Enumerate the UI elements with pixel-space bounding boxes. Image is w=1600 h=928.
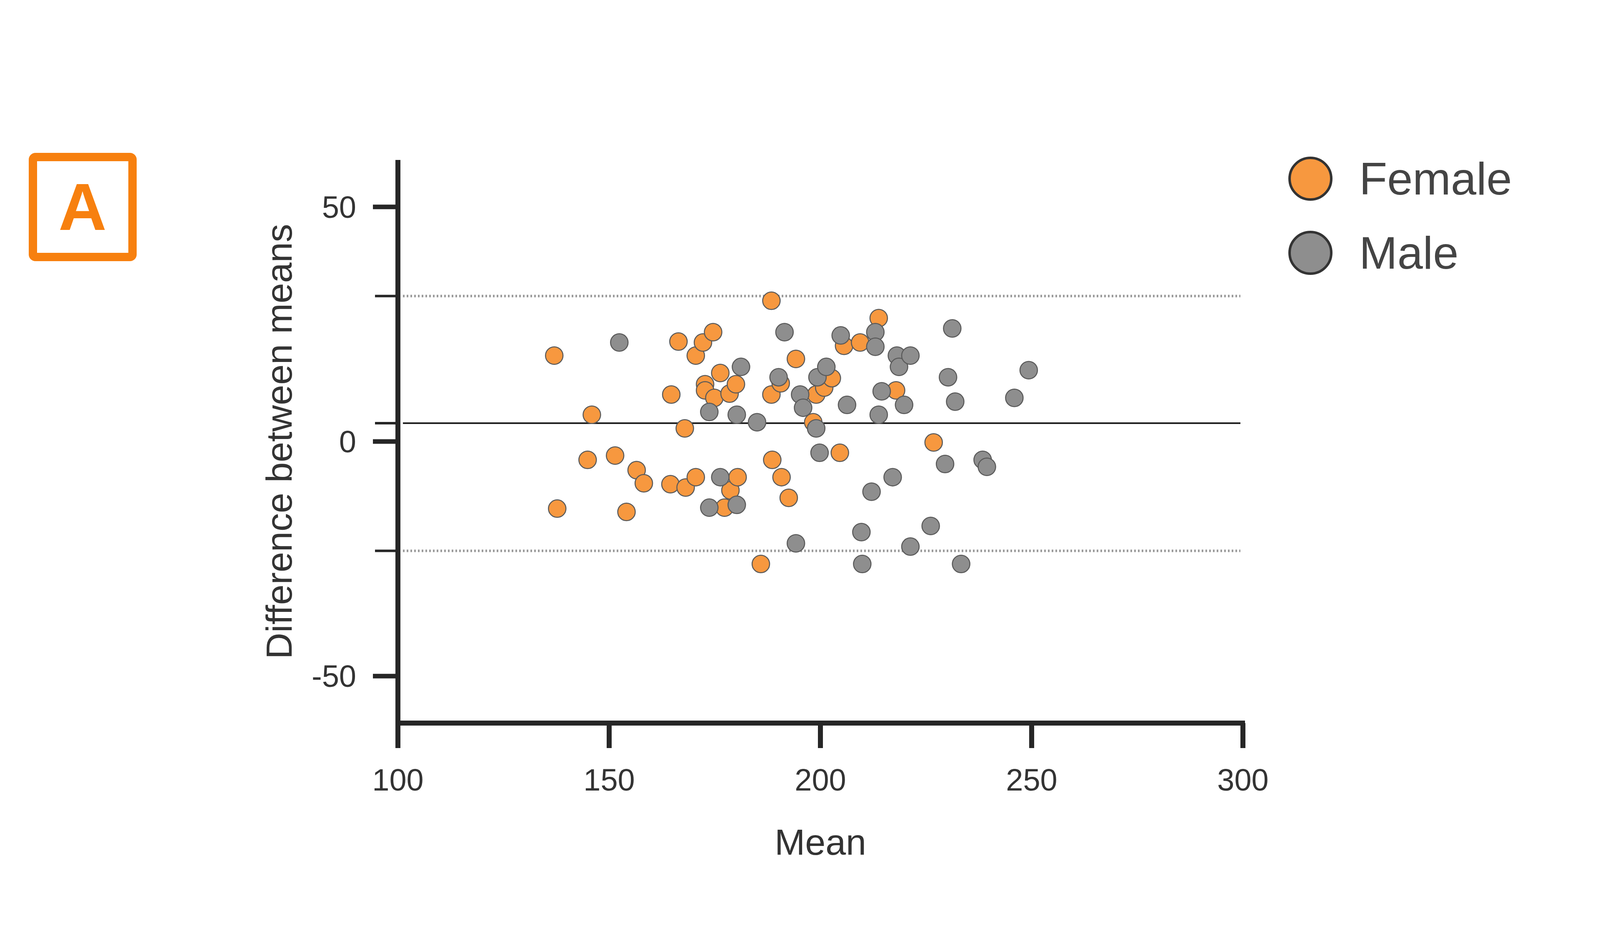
point [939, 368, 957, 387]
point [763, 451, 781, 469]
point [807, 419, 825, 438]
point [794, 399, 812, 417]
point [770, 368, 788, 387]
point [610, 333, 628, 352]
x-tick [1029, 723, 1035, 749]
point [851, 333, 869, 352]
point [870, 406, 888, 424]
legend: Female Male [1289, 152, 1513, 279]
point [780, 489, 798, 507]
point [853, 555, 871, 573]
x-tick [395, 723, 401, 749]
x-tick [606, 723, 612, 749]
reference-lines [402, 296, 1241, 552]
point [662, 385, 680, 404]
point [635, 474, 653, 493]
point [901, 347, 920, 365]
point [946, 392, 964, 411]
point [832, 326, 850, 345]
point [883, 468, 902, 487]
points [545, 292, 1038, 573]
panel-box [32, 157, 133, 258]
point [732, 358, 750, 376]
point [727, 406, 746, 424]
point [772, 468, 791, 487]
point [852, 523, 870, 541]
x-tick-label: 100 [372, 762, 424, 798]
y-tick [372, 674, 398, 679]
point [617, 503, 636, 521]
legend-label: Male [1359, 227, 1459, 279]
point [787, 534, 805, 553]
x-axis-label: Mean [774, 821, 867, 863]
x-tick-label: 250 [1005, 762, 1058, 798]
point [901, 537, 920, 556]
y-tick-label: -50 [311, 659, 357, 694]
point [978, 458, 996, 476]
legend-marker [1289, 232, 1332, 274]
loa-line [402, 550, 1241, 553]
point [1005, 389, 1023, 407]
point [676, 419, 694, 438]
panel-label: A [58, 169, 107, 245]
chart-container: A -50 0 50 100 150 200 250 300 Mean Difference bet… [0, 0, 1600, 928]
point [895, 396, 913, 414]
legend-marker [1289, 157, 1332, 200]
point [943, 319, 961, 338]
point [775, 323, 794, 341]
legend-label: Female [1359, 152, 1513, 205]
point [669, 332, 688, 351]
loa-tick [375, 295, 398, 298]
chart-svg: A -50 0 50 100 150 200 250 300 Mean Difference bet… [0, 0, 1600, 928]
point [862, 483, 881, 501]
point [727, 496, 746, 514]
x-tick [1240, 723, 1246, 749]
loa-line [402, 295, 1241, 298]
point [548, 500, 566, 518]
point [700, 499, 718, 517]
x-tick-label: 200 [794, 762, 846, 798]
point [787, 350, 805, 368]
point [817, 358, 835, 376]
point [925, 433, 943, 452]
point [831, 444, 849, 462]
point [872, 382, 891, 400]
point [762, 292, 780, 310]
loa-tick [375, 550, 398, 553]
point [727, 375, 745, 394]
point [606, 447, 624, 465]
y-tick-label: 0 [339, 424, 357, 460]
point [752, 555, 770, 573]
point [810, 444, 829, 462]
x-tick-label: 150 [583, 762, 635, 798]
point [711, 468, 730, 487]
point [922, 517, 940, 535]
point [936, 455, 954, 473]
point [687, 468, 705, 487]
point [838, 396, 856, 414]
point [748, 413, 766, 432]
point [952, 555, 970, 573]
y-tick-label: 50 [322, 190, 357, 225]
y-axis-label: Difference between means [258, 223, 300, 660]
point [661, 475, 680, 494]
point [582, 406, 601, 424]
point [545, 347, 563, 365]
x-tick [817, 723, 823, 749]
point [711, 364, 730, 383]
point [1020, 361, 1038, 380]
point [700, 403, 718, 421]
point [704, 323, 722, 341]
point [866, 337, 885, 356]
bias-tick [375, 422, 398, 425]
y-tick [372, 204, 398, 210]
y-tick [372, 439, 398, 445]
point [728, 468, 747, 487]
x-tick-label: 300 [1217, 762, 1269, 798]
point [578, 451, 597, 469]
